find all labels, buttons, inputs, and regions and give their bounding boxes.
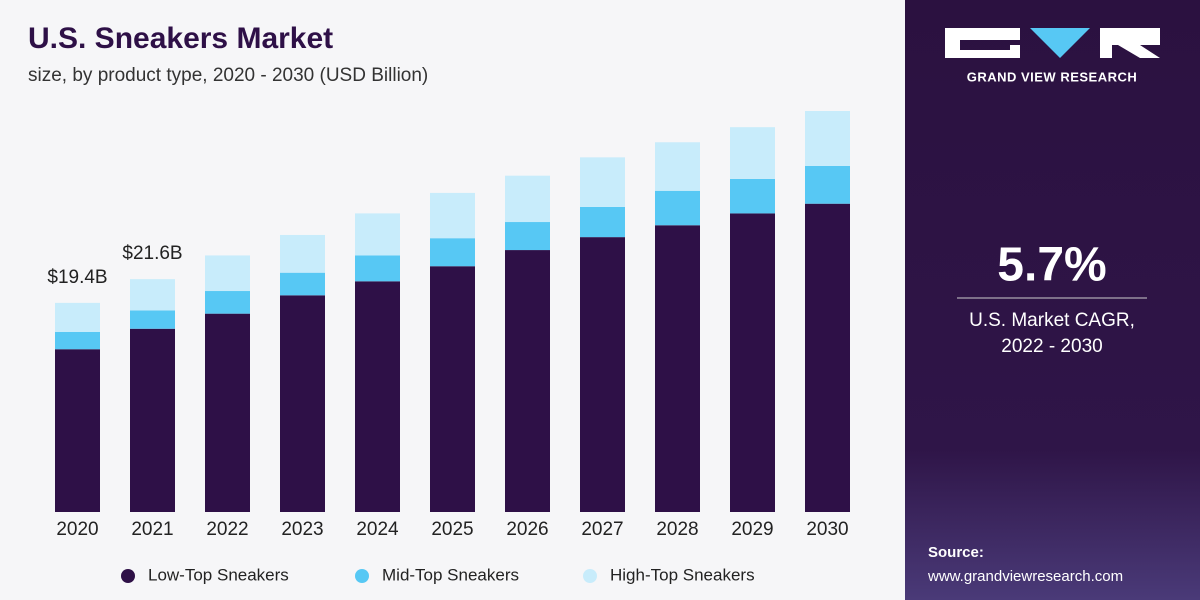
x-tick-label: 2024 bbox=[356, 519, 399, 540]
bar-segment bbox=[805, 165, 850, 204]
bar-segment bbox=[580, 206, 625, 238]
bar-segment bbox=[205, 255, 250, 292]
bar-segment bbox=[505, 222, 550, 251]
bar-segment bbox=[730, 178, 775, 214]
legend-swatch bbox=[121, 569, 135, 583]
bar-segment bbox=[55, 331, 100, 350]
legend-swatch bbox=[355, 569, 369, 583]
x-tick-label: 2029 bbox=[731, 519, 773, 540]
bar-segment bbox=[730, 213, 775, 512]
x-tick-label: 2027 bbox=[581, 519, 623, 540]
bar-segment bbox=[580, 157, 625, 207]
bar-segment bbox=[505, 250, 550, 512]
side-panel bbox=[905, 0, 1200, 600]
source: www.grandviewresearch.com bbox=[927, 568, 1123, 585]
bar-segment bbox=[655, 190, 700, 226]
bar-segment bbox=[205, 291, 250, 314]
total-label: $21.6B bbox=[122, 243, 182, 264]
x-tick-label: 2020 bbox=[56, 519, 98, 540]
bar-segment bbox=[355, 281, 400, 512]
bar-segment bbox=[730, 127, 775, 179]
x-tick-label: 2021 bbox=[131, 519, 173, 540]
bar-segment bbox=[655, 225, 700, 513]
bar-segment bbox=[430, 238, 475, 267]
bar-segment bbox=[655, 142, 700, 191]
bar-segment bbox=[805, 203, 850, 513]
logo-r bbox=[1100, 28, 1160, 58]
logo-g bbox=[945, 28, 1020, 58]
bar-segment bbox=[280, 272, 325, 296]
legend-label: Low-Top Sneakers bbox=[148, 565, 289, 584]
bar-segment bbox=[280, 234, 325, 273]
source-label: Source: bbox=[928, 544, 984, 561]
cagr-value: 5.7% bbox=[997, 239, 1106, 292]
bar-segment bbox=[355, 213, 400, 256]
bar-segment bbox=[805, 111, 850, 166]
bar-segment bbox=[55, 349, 100, 512]
bar-segment bbox=[505, 175, 550, 223]
legend-label: High-Top Sneakers bbox=[610, 565, 755, 584]
bar-segment bbox=[430, 266, 475, 512]
bar-segment bbox=[280, 295, 325, 512]
legend-swatch bbox=[583, 569, 597, 583]
bar-segment bbox=[130, 310, 175, 329]
cagr-caption: 2022 - 2030 bbox=[1001, 336, 1102, 357]
x-tick-label: 2022 bbox=[206, 519, 248, 540]
brand: GRAND VIEW RESEARCH bbox=[967, 69, 1138, 84]
bar-segment bbox=[130, 279, 175, 311]
total-label: $19.4B bbox=[47, 267, 107, 288]
bar-segment bbox=[355, 255, 400, 282]
cagr-caption: U.S. Market CAGR, bbox=[969, 310, 1135, 331]
logo-v bbox=[1030, 28, 1090, 58]
bar-segment bbox=[205, 313, 250, 512]
chart-title: U.S. Sneakers Market bbox=[28, 22, 333, 55]
x-tick-label: 2026 bbox=[506, 519, 548, 540]
x-tick-label: 2025 bbox=[431, 519, 473, 540]
x-tick-label: 2023 bbox=[281, 519, 323, 540]
bar-segment bbox=[430, 192, 475, 239]
legend-label: Mid-Top Sneakers bbox=[382, 565, 519, 584]
bar-segment bbox=[55, 302, 100, 332]
bar-segment bbox=[580, 237, 625, 512]
logo bbox=[945, 28, 1160, 58]
bar-segment bbox=[130, 328, 175, 512]
x-tick-label: 2028 bbox=[656, 519, 698, 540]
chart-subtitle: size, by product type, 2020 - 2030 (USD … bbox=[28, 65, 428, 86]
x-tick-label: 2030 bbox=[806, 519, 848, 540]
